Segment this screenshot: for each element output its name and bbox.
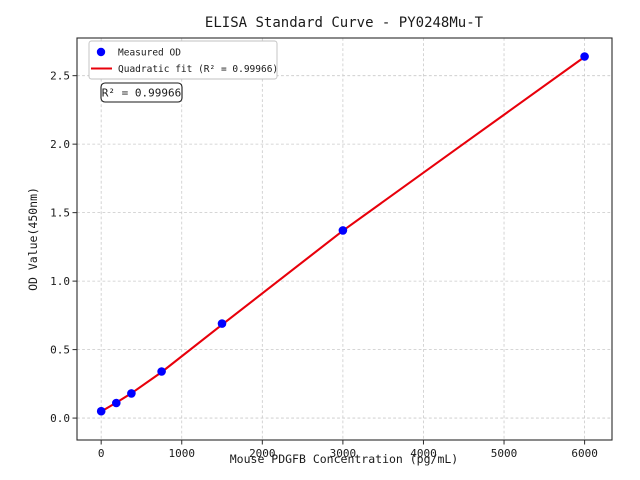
plot-border (76, 37, 613, 441)
data-point (112, 398, 121, 408)
r-squared-annotation: R² = 0.99966 (100, 82, 183, 103)
plot-area: 0 1000 2000 3000 4000 5000 6000 0.0 0.5 1.0 1.5 2.0… (50, 38, 612, 460)
data-point (127, 389, 136, 398)
data-point (338, 226, 348, 235)
data-point (217, 319, 227, 328)
x-tick-label: 3000 (330, 447, 357, 460)
legend-marker-dot-icon (96, 47, 106, 57)
x-tick-label: 4000 (410, 447, 437, 460)
y-tick-label: 2.0 (50, 138, 70, 151)
y-tick-label: 1.5 (50, 207, 70, 220)
y-tick-label: 0.0 (50, 412, 70, 425)
y-axis-label: OD Value(450nm) (26, 187, 40, 291)
legend-label-measured-od: Measured OD (118, 48, 181, 59)
x-tick-label: 6000 (571, 447, 598, 460)
y-tick-label: 0.5 (50, 344, 70, 357)
legend: Measured OD Quadratic fit (R² = 0.99966) (88, 40, 278, 80)
x-tick-label: 5000 (491, 447, 518, 460)
x-tick-label: 2000 (249, 447, 276, 460)
y-tick-label: 1.0 (50, 275, 70, 288)
legend-label-quadratic-fit: Quadratic fit (R² = 0.99966) (118, 64, 278, 75)
chart-title: ELISA Standard Curve - PY0248Mu-T (205, 15, 484, 31)
x-tick-label: 1000 (168, 447, 195, 460)
r-squared-label: R² = 0.99966 (102, 87, 181, 100)
r-squared-box (100, 82, 183, 103)
x-axis-label: Mouse PDGFB Concentration (pg/mL) (230, 452, 458, 466)
legend-box (88, 40, 278, 80)
x-tick-label: 0 (98, 447, 105, 460)
data-point (96, 406, 106, 416)
y-tick-label: 2.5 (50, 70, 70, 83)
data-point (157, 367, 166, 376)
data-point (580, 52, 589, 61)
